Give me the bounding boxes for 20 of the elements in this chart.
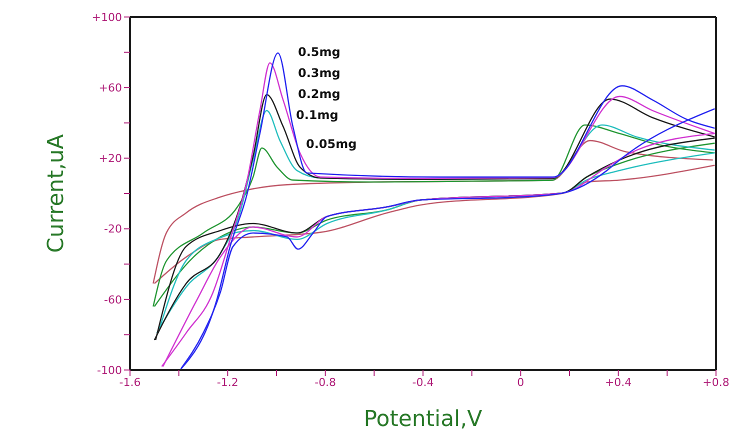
y-axis-title: Current,uA (44, 134, 69, 253)
y-tick-label: +20 (98, 152, 122, 166)
y-tick-label: -60 (104, 293, 122, 306)
y-tick-label: +60 (98, 82, 122, 95)
x-tick-label: -1.6 (119, 376, 141, 389)
annotation: 0.1mg (296, 107, 340, 124)
annotation: 0.3mg (298, 65, 342, 82)
y-tick-label: -100 (97, 364, 122, 377)
x-tick-label: +0.4 (604, 376, 632, 389)
x-tick-label: +0.8 (702, 376, 730, 389)
x-tick-label: -0.4 (412, 376, 434, 389)
x-axis-title: Potential,V (364, 407, 482, 432)
y-tick-label: -20 (104, 222, 122, 236)
x-tick-label: -0.8 (314, 376, 336, 389)
annotation: 0.2mg (298, 86, 342, 103)
x-tick-label: 0 (517, 376, 524, 389)
y-tick-label: +100 (92, 10, 122, 24)
x-tick-label: -1.2 (216, 376, 238, 389)
annotation: 0.05mg (306, 136, 357, 153)
annotation: 0.5mg (298, 44, 342, 61)
